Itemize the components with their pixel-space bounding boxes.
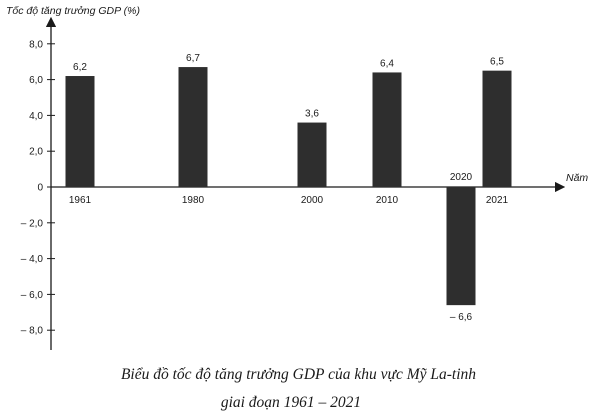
x-tick-label-1980: 1980 [182,195,205,206]
data-label-2020: – 6,6 [450,312,473,323]
chart-caption-line2: giai đoạn 1961 – 2021 [220,394,362,411]
bar-2020 [446,187,476,306]
bar-1961 [65,76,95,187]
y-tick-label: 8,0 [29,39,43,50]
bar-1980 [178,67,208,187]
x-tick-label-2021: 2021 [486,195,509,206]
y-axis-title: Tốc độ tăng trưởng GDP (%) [6,5,140,17]
x-tick-label-2000: 2000 [301,195,324,206]
x-tick-label-2020: 2020 [450,172,473,183]
y-tick-label: 4,0 [29,111,43,122]
chart-caption-line1: Biểu đồ tốc độ tăng trưởng GDP của khu v… [120,366,477,383]
data-label-2010: 6,4 [380,58,394,69]
data-label-2021: 6,5 [490,57,504,68]
y-tick-label: 6,0 [29,75,43,86]
data-label-2000: 3,6 [305,109,319,120]
y-tick-label: – 4,0 [21,254,44,265]
y-tick-label: 0 [37,183,43,194]
x-tick-label-2010: 2010 [376,195,399,206]
bar-2021 [482,70,512,187]
y-tick-label: – 6,0 [21,290,44,301]
y-tick-label: 2,0 [29,147,43,158]
x-tick-label-1961: 1961 [69,195,92,206]
x-axis-title: Năm [566,172,588,184]
bar-2010 [372,72,402,187]
y-tick-label: – 8,0 [21,326,44,337]
bar-2000 [297,122,327,187]
data-label-1980: 6,7 [186,53,200,64]
y-tick-label: – 2,0 [21,218,44,229]
data-label-1961: 6,2 [73,62,87,73]
